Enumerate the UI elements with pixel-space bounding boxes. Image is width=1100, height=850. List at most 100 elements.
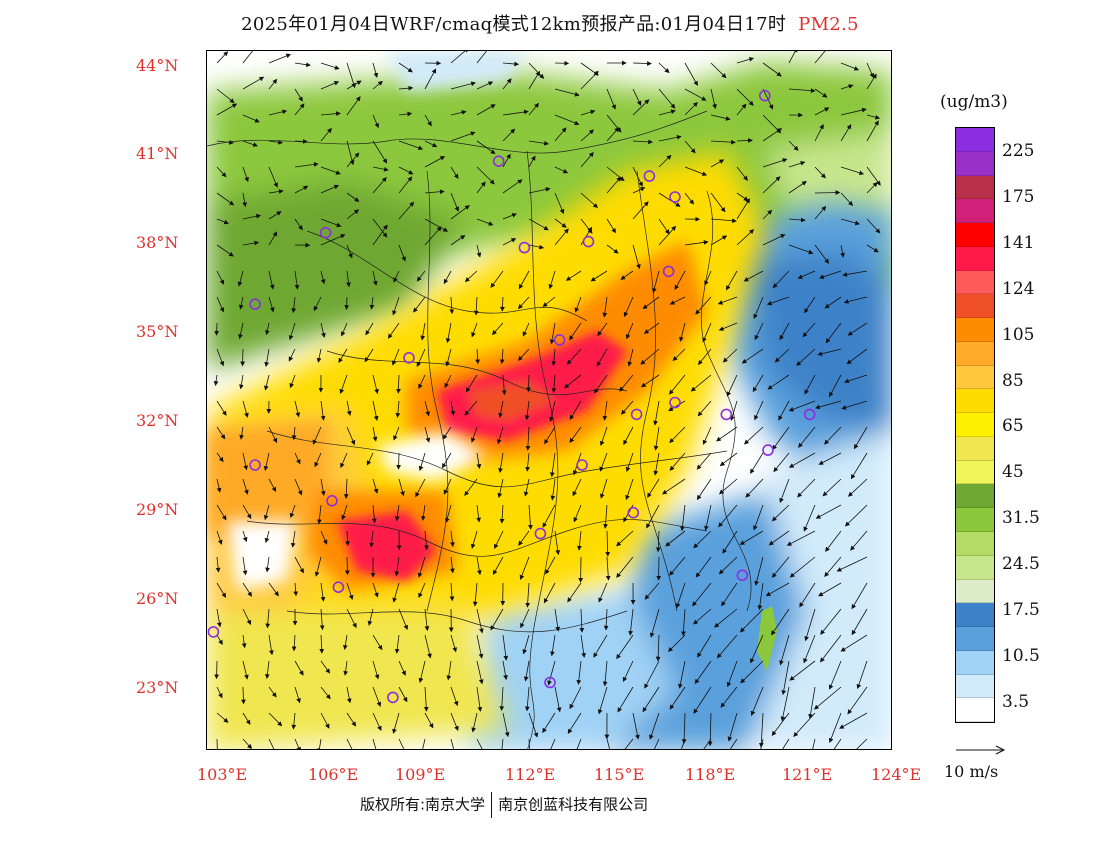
wind-vector: [418, 660, 426, 683]
wind-vector: [655, 634, 661, 662]
city-marker: [534, 527, 547, 540]
wind-vector: [476, 81, 494, 90]
wind-vector: [528, 155, 536, 168]
wind-vector: [704, 504, 712, 531]
wind-vector: [632, 61, 652, 66]
wind-vector: [599, 478, 608, 499]
wind-vector: [242, 582, 252, 597]
wind-vector: [550, 634, 556, 657]
wind-vector: [840, 62, 860, 71]
legend-swatch: [956, 698, 994, 723]
wind-vector: [606, 218, 616, 234]
wind-vector: [840, 166, 865, 176]
wind-vector: [569, 686, 582, 710]
wind-vector: [499, 686, 505, 711]
wind-vector: [268, 139, 283, 145]
wind-vector: [866, 114, 881, 120]
wind-vector: [424, 218, 449, 232]
wind-vector: [394, 556, 400, 577]
wind-vector: [242, 140, 258, 147]
legend-swatch: [956, 484, 994, 509]
wind-vector: [216, 103, 238, 116]
wind-vector: [843, 296, 868, 304]
wind-vector: [597, 686, 608, 715]
wind-vector: [824, 296, 842, 309]
wind-vector: [603, 504, 608, 529]
wind-vector: [718, 322, 738, 331]
city-marker: [720, 408, 733, 421]
wind-vector: [398, 244, 406, 262]
wind-vector: [242, 213, 262, 220]
wind-vector: [675, 582, 686, 609]
wind-vector: [765, 582, 790, 597]
wind-vector: [216, 296, 225, 313]
wind-vector: [620, 270, 634, 280]
wind-vector: [696, 478, 712, 501]
legend-label-105: 105: [1002, 325, 1035, 345]
wind-vector: [268, 53, 292, 64]
wind-vector: [590, 270, 608, 282]
wind-vector: [265, 322, 270, 336]
wind-vector: [496, 426, 504, 445]
wind-vector: [320, 660, 331, 674]
wind-vector: [372, 712, 382, 732]
wind-vector: [345, 530, 350, 546]
wind-vector: [216, 400, 227, 416]
wind-vector: [684, 239, 709, 246]
wind-vector: [242, 504, 252, 519]
wind-vector: [669, 296, 686, 305]
wind-vector: [268, 270, 275, 290]
wind-vector: [346, 426, 356, 446]
wind-vector: [544, 426, 556, 445]
wind-vector: [804, 374, 816, 395]
wind-vector: [824, 426, 842, 445]
legend-swatch: [956, 579, 994, 604]
wind-vector: [450, 738, 455, 749]
map-canvas: [207, 51, 891, 749]
wind-vector: [443, 270, 452, 285]
wind-vector: [658, 218, 670, 235]
wind-vector: [242, 166, 249, 183]
wind-vector: [797, 478, 816, 498]
wind-vector: [519, 556, 530, 580]
city-marker: [576, 459, 588, 471]
city-marker: [518, 241, 531, 254]
wind-vector: [780, 686, 790, 722]
wind-vector: [726, 374, 738, 397]
wind-vector: [693, 608, 712, 625]
legend-swatch: [956, 151, 994, 176]
wind-vector: [339, 374, 348, 395]
wind-vector: [242, 738, 253, 749]
wind-vector: [599, 426, 608, 447]
wind-vector: [442, 426, 452, 440]
wind-vector: [658, 88, 676, 109]
legend-label-31-5: 31.5: [1002, 508, 1040, 528]
wind-vector: [554, 218, 567, 228]
wind-vector: [808, 686, 816, 719]
city-marker: [669, 396, 681, 409]
wind-vector: [398, 166, 414, 175]
wind-vector: [268, 109, 288, 116]
wind-vector: [343, 478, 349, 499]
wind-vector: [778, 400, 790, 421]
wind-vector: [684, 62, 698, 86]
wind-vector: [665, 530, 686, 547]
wind-vector: [528, 504, 533, 530]
wind-vector: [580, 151, 594, 168]
wind-vector: [398, 738, 405, 749]
wind-vector: [242, 51, 253, 64]
wind-vector: [313, 296, 322, 312]
wind-vector: [841, 400, 868, 410]
wind-vector: [779, 478, 790, 504]
wind-vector: [679, 322, 686, 342]
wind-vector: [814, 123, 824, 142]
wind-vector: [548, 270, 556, 290]
wind-vector: [567, 582, 582, 603]
wind-vector: [596, 348, 608, 367]
wind-vector: [242, 712, 251, 725]
wind-vector: [710, 139, 736, 145]
wind-vector: [264, 348, 270, 367]
wind-vector: [242, 192, 248, 208]
legend-label-45: 45: [1002, 462, 1024, 482]
wind-vector: [470, 530, 478, 549]
